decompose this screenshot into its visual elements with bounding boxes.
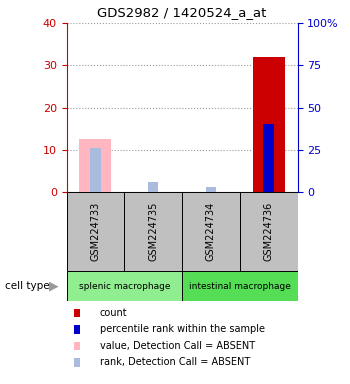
Bar [253,57,285,192]
Text: ▶: ▶ [49,280,59,293]
Bar [79,139,111,192]
Text: GSM224735: GSM224735 [148,202,158,261]
Text: percentile rank within the sample: percentile rank within the sample [100,324,265,334]
Text: value, Detection Call = ABSENT: value, Detection Call = ABSENT [100,341,255,351]
Bar [66,192,124,271]
Text: intestinal macrophage: intestinal macrophage [189,281,291,291]
Text: GSM224736: GSM224736 [264,202,274,261]
Bar [182,192,240,271]
Bar [90,148,100,192]
Bar [240,192,298,271]
Bar [66,271,182,301]
Text: rank, Detection Call = ABSENT: rank, Detection Call = ABSENT [100,358,250,367]
Text: GSM224734: GSM224734 [206,202,216,261]
Title: GDS2982 / 1420524_a_at: GDS2982 / 1420524_a_at [97,6,267,19]
Bar [264,124,274,192]
Bar [148,182,158,192]
Bar [182,271,298,301]
Bar [206,187,216,192]
Text: count: count [100,308,127,318]
Text: cell type: cell type [5,281,50,291]
Bar [124,192,182,271]
Text: GSM224733: GSM224733 [90,202,100,261]
Text: splenic macrophage: splenic macrophage [78,281,170,291]
